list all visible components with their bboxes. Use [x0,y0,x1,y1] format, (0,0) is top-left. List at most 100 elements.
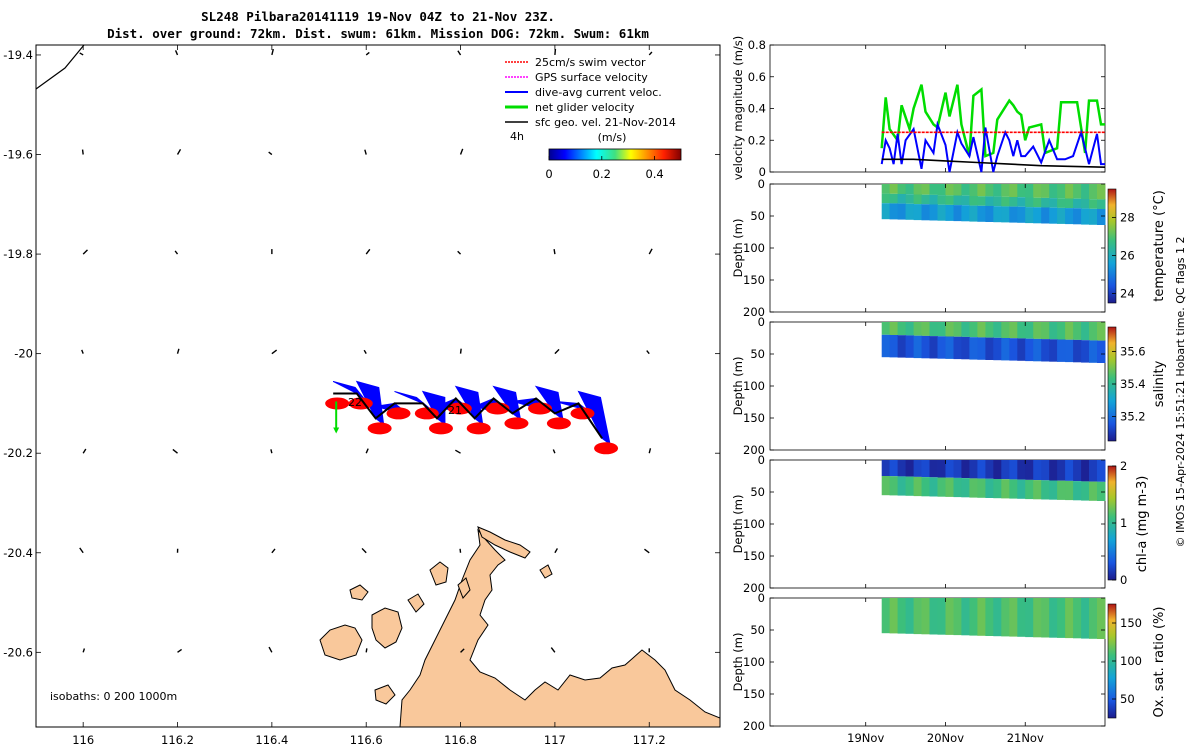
temperature-panel: 0 50 100 150 200 Depth (m) 24 26 28 temperatur… [731,177,1167,319]
map-colorbar: (m/s) 0 0.2 0.4 [545,131,682,181]
oxygen-y-axis: 0 50 100 150 200 [743,591,1105,733]
section-cell [969,205,978,222]
map-ytick-label: -20.2 [3,446,33,460]
map-panel: 116 116.2 116.4 116.6 116.8 117 117.2 -19.4-19… [3,44,721,747]
section-cell [1025,338,1034,362]
section-cell [1017,206,1026,223]
net-velocity-arrowhead [333,427,340,434]
time-tag: 4h [510,130,524,143]
section-cell [897,335,907,358]
section-cell [1041,480,1050,500]
map-xtick-label: 117.2 [633,733,666,747]
section-cell [929,184,938,195]
section-cell [913,460,923,477]
section-cell [1073,598,1082,639]
section-cell [953,184,962,196]
section-cell [961,205,970,222]
section-cell [897,322,907,336]
surface-arrow [81,349,84,354]
section-cell [929,322,938,337]
map-y-axis: -19.4 -19.6 -19.8 -20 -20.2 -20.4 -20.6 [3,48,720,659]
legend-label-geo: sfc geo. vel. 21-Nov-2014 [535,116,676,129]
surface-arrow [365,51,370,56]
surface-arrow [646,350,650,355]
section-cell [993,479,1002,499]
section-cell [937,184,946,196]
swim-vector-cluster [447,402,472,415]
island-9 [539,564,553,579]
section-cell [953,195,962,206]
section-cell [1033,207,1042,224]
island-5 [429,561,449,586]
depth-tick-label: 0 [758,453,765,467]
section-cell [1049,460,1058,481]
time-tick-label: 19Nov [847,731,884,745]
section-cell [969,322,978,338]
section-cell [1025,207,1034,224]
map-frame [35,44,721,728]
surface-arrow [271,548,276,554]
section-cell [1081,481,1090,501]
section-cell [1089,322,1098,341]
section-cell [1097,460,1106,482]
section-cell [1017,338,1026,361]
section-cell [985,184,994,197]
velocity-series [880,84,1106,173]
section-cell [1073,208,1082,225]
section-cell [1089,199,1098,209]
swim-vector-cluster [546,417,571,430]
section-cell [905,476,915,496]
section-cell [905,598,915,634]
time-x-axis: 19Nov 20Nov 21Nov [847,45,1044,745]
depth-tick-label: 50 [750,209,765,223]
section-cell [921,460,930,478]
section-cell [1041,460,1050,481]
section-cell [993,322,1002,338]
surface-arrow [648,448,652,454]
section-cell [913,598,923,635]
chla-y-axis: 0 50 100 150 200 [743,453,1105,595]
section-cell [1001,460,1010,480]
section-cell [1009,184,1018,197]
depth-tick-label: 100 [743,655,765,669]
section-cell [889,322,899,335]
section-cell [1065,460,1074,481]
cb-tick-label: 24 [1120,287,1135,301]
swim-vector-cluster [386,407,411,420]
section-cell [993,184,1002,197]
section-cell [913,184,923,195]
surface-arrow [361,547,367,554]
cb-tick-label: 28 [1120,211,1135,225]
section-cell [985,322,994,338]
section-cell [1017,598,1026,637]
section-cell [1057,460,1066,481]
surface-arrow [552,449,556,454]
depth-tick-label: 150 [743,549,765,563]
section-cell [977,598,986,636]
depth-tick-label: 100 [743,241,765,255]
section-cell [913,476,923,497]
vel-ytick-label: 0.8 [748,38,766,52]
section-cell [897,598,907,634]
day-label-22: 22 [348,396,362,409]
section-cell [993,460,1002,479]
section-cell [1033,460,1042,481]
depth-tick-label: 100 [743,517,765,531]
section-cell [1001,322,1010,338]
surface-arrow [554,548,559,554]
legend-label-net: net glider velocity [535,101,635,114]
section-cell [985,598,994,636]
section-cell [881,334,891,358]
velocity-ylabel: velocity magnitude (m/s) [731,36,745,181]
section-cell [945,477,954,497]
surface-arrow [365,248,371,255]
section-cell [1057,207,1066,224]
section-cell [953,598,962,636]
surface-velocity-arrows [79,48,653,653]
depth-tick-label: 150 [743,273,765,287]
section-cell [881,322,891,335]
section-cell [1081,598,1090,639]
section-cell [881,598,891,634]
map-x-axis: 116 116.2 116.4 116.6 116.8 117 117.2 [72,45,666,747]
section-cell [897,184,907,194]
